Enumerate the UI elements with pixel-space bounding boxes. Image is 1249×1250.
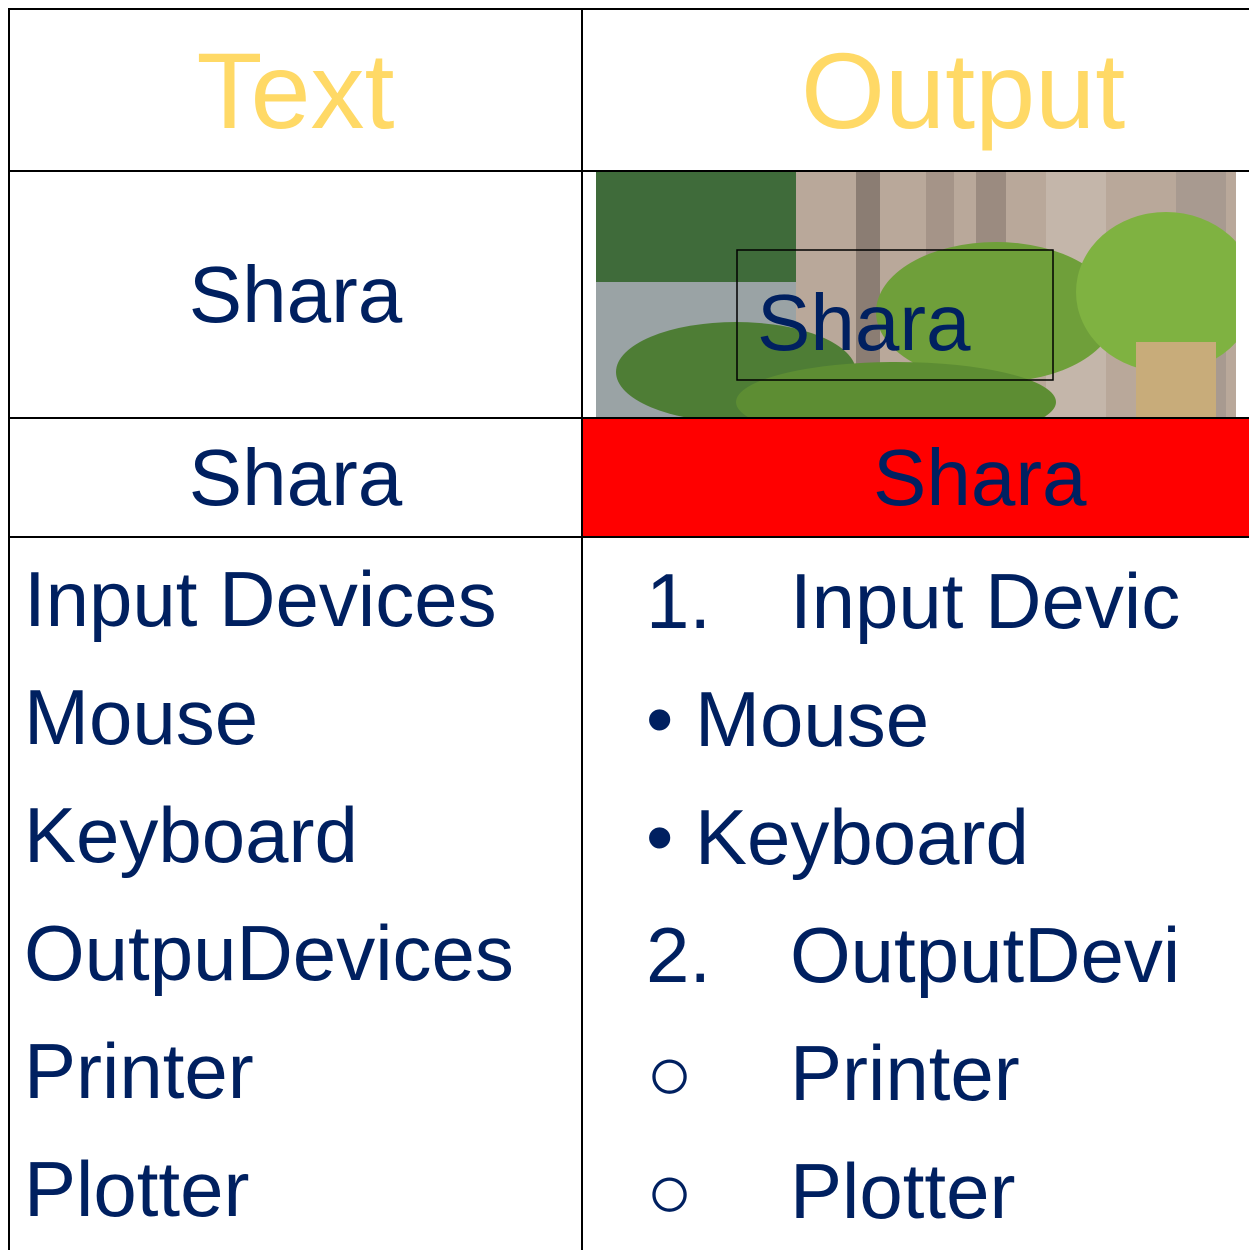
list-marker: • (646, 793, 674, 881)
list-item: Plotter (790, 1147, 1016, 1235)
cell: Shara (583, 419, 1249, 536)
list-item: Input Devic (790, 557, 1181, 645)
list-item: Printer (24, 1027, 254, 1115)
list-item: Keyboard (24, 791, 358, 879)
list-item: Mouse (24, 673, 259, 761)
list-marker: ○ (646, 1029, 694, 1117)
list-item: Keyboard (695, 793, 1029, 881)
list-marker: 2. (646, 911, 712, 999)
table-border (8, 8, 1249, 10)
list-item: Printer (790, 1029, 1020, 1117)
table-border (8, 417, 1249, 419)
list-item: Input Devices (24, 555, 497, 643)
overlay-text: Shara (757, 278, 971, 367)
table-border (8, 536, 1249, 538)
list-item: OutpuDevices (24, 909, 514, 997)
photo: Shara (596, 172, 1236, 417)
cell: Shara (188, 432, 403, 522)
header-cell: Output (801, 29, 1126, 151)
list-marker: • (646, 675, 674, 763)
table-border (8, 8, 10, 1250)
header-cell: Text (196, 29, 395, 151)
list-item: Plotter (24, 1145, 250, 1233)
table-border (581, 8, 583, 1250)
list-marker: 1. (646, 557, 712, 645)
list-marker: ○ (646, 1147, 694, 1235)
list-item: Mouse (695, 675, 930, 763)
cell: Shara (188, 249, 403, 339)
list-item: OutputDevi (790, 911, 1181, 999)
table-border (8, 170, 1249, 172)
